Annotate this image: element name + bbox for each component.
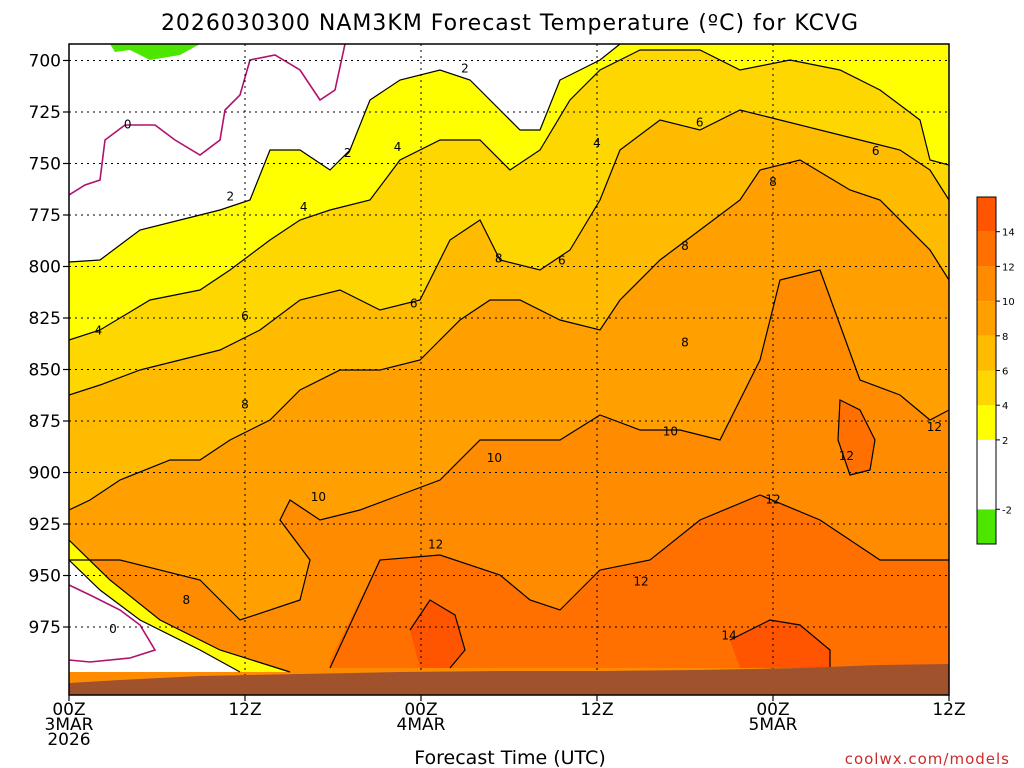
contour-labels: 0 0 2 2 2 4 4 4 4 6 6 6 6 6 8 8 8 8 8 8 10 10 10 12 12 12 12 12 14	[95, 62, 942, 643]
y-tick-label: 850	[29, 361, 61, 381]
field-core-14-e	[730, 620, 830, 668]
y-tick-label: 975	[29, 618, 61, 638]
y-tick-label: 750	[29, 154, 61, 174]
contour-line-low-left	[69, 539, 291, 673]
colorbar-bin	[977, 335, 996, 371]
contour-label: 2	[461, 62, 469, 76]
contour-line-12	[329, 494, 949, 669]
contour-label: 12	[633, 575, 648, 589]
contour-label: 10	[663, 424, 678, 438]
y-tick-label: 700	[29, 51, 61, 71]
colorbar-tick-label: 2	[1002, 436, 1008, 447]
y-tick-label: 925	[29, 515, 61, 535]
x-tick-label: 00Z	[756, 700, 789, 720]
colorbar-bin	[977, 266, 996, 302]
colorbar-bin	[977, 301, 996, 336]
colorbar-bin	[977, 231, 996, 267]
contour-line-low-left-2	[69, 559, 241, 673]
x-axis-label: Forecast Time (UTC)	[414, 747, 605, 768]
contour-label: 14	[721, 628, 736, 642]
field-core-14-c	[838, 400, 875, 475]
contour-label: 8	[495, 251, 503, 265]
contour-label: 4	[300, 200, 308, 214]
colorbar-tick-label: 8	[1002, 332, 1008, 343]
pressure-axis: 700 725 750 775 800 825 850 875 900 925 950 975	[29, 51, 69, 638]
contour-label: 4	[394, 140, 402, 154]
contour-label: 2	[344, 146, 352, 160]
contour-label: 6	[558, 253, 566, 267]
y-tick-label: 825	[29, 309, 61, 329]
y-tick-label: 875	[29, 412, 61, 432]
contour-label: 0	[109, 622, 117, 636]
colorbar-tick-label: 4	[1002, 401, 1008, 412]
colorbar-tick-label: 14	[1002, 228, 1015, 239]
contour-label: 8	[241, 398, 249, 412]
colorbar-bin	[977, 197, 996, 232]
contour-label: 12	[765, 492, 780, 506]
x-tick-label: 12Z	[580, 700, 613, 720]
colorbar-tick-label: 6	[1002, 367, 1008, 378]
contour-line-4	[69, 49, 949, 341]
y-tick-label: 900	[29, 464, 61, 484]
field-band-low-left	[69, 560, 240, 672]
contour-label: 12	[428, 538, 443, 552]
y-tick-label: 725	[29, 103, 61, 123]
colorbar-bin	[977, 509, 996, 544]
contour-label: 8	[681, 336, 689, 350]
colorbar: -2 2 4 6 8 10 12 14	[976, 196, 1015, 545]
contour-lines	[69, 44, 949, 673]
chart-title: 2026030300 NAM3KM Forecast Temperature (…	[161, 11, 859, 36]
contour-label: 10	[487, 451, 502, 465]
colorbar-bin	[977, 439, 996, 510]
field-band-below-minus2	[110, 44, 200, 60]
contour-line-14-b	[729, 619, 831, 668]
contour-label: 2	[227, 189, 235, 203]
contour-label: 8	[681, 239, 689, 253]
y-tick-label: 775	[29, 206, 61, 226]
x-tick-label: 00Z	[404, 700, 437, 720]
contour-line-6	[69, 109, 949, 396]
colorbar-tick-label: -2	[1002, 505, 1012, 516]
contour-label: 10	[311, 490, 326, 504]
zero-degree-contour	[69, 44, 346, 663]
x-tick-label: 2026	[47, 730, 90, 750]
x-tick-label: 5MAR	[749, 715, 798, 735]
contour-label: 4	[95, 323, 103, 337]
contour-line-8	[69, 159, 949, 511]
contour-line-10	[69, 269, 949, 621]
x-tick-label: 12Z	[932, 700, 965, 720]
contour-line-12-island	[837, 399, 876, 476]
contour-line-14-a	[409, 599, 466, 669]
contour-line-2	[69, 44, 621, 263]
x-tick-label: 00Z	[52, 700, 85, 720]
y-tick-label: 800	[29, 257, 61, 277]
credit-text: coolwx.com/models	[845, 750, 1010, 768]
colorbar-bin	[977, 405, 996, 440]
contour-label: 8	[183, 593, 191, 607]
ground-terrain	[69, 664, 949, 695]
contour-label: 8	[769, 175, 777, 189]
field-band-2	[69, 44, 620, 262]
field-core-14-d	[410, 600, 465, 668]
contour-label: 0	[124, 117, 132, 131]
contour-label: 12	[839, 449, 854, 463]
colorbar-tick-label: 12	[1002, 262, 1015, 273]
y-tick-label: 950	[29, 567, 61, 587]
contour-label: 6	[696, 115, 704, 129]
colorbar-tick-label: 10	[1002, 297, 1015, 308]
contour-label: 6	[872, 144, 880, 158]
contour-label: 6	[410, 297, 418, 311]
x-tick-label: 12Z	[228, 700, 261, 720]
contour-label: 6	[241, 309, 249, 323]
contour-label: 4	[593, 136, 601, 150]
contour-label: 12	[927, 420, 942, 434]
colorbar-bin	[977, 370, 996, 406]
x-tick-label: 3MAR	[45, 715, 94, 735]
x-tick-label: 4MAR	[397, 715, 446, 735]
